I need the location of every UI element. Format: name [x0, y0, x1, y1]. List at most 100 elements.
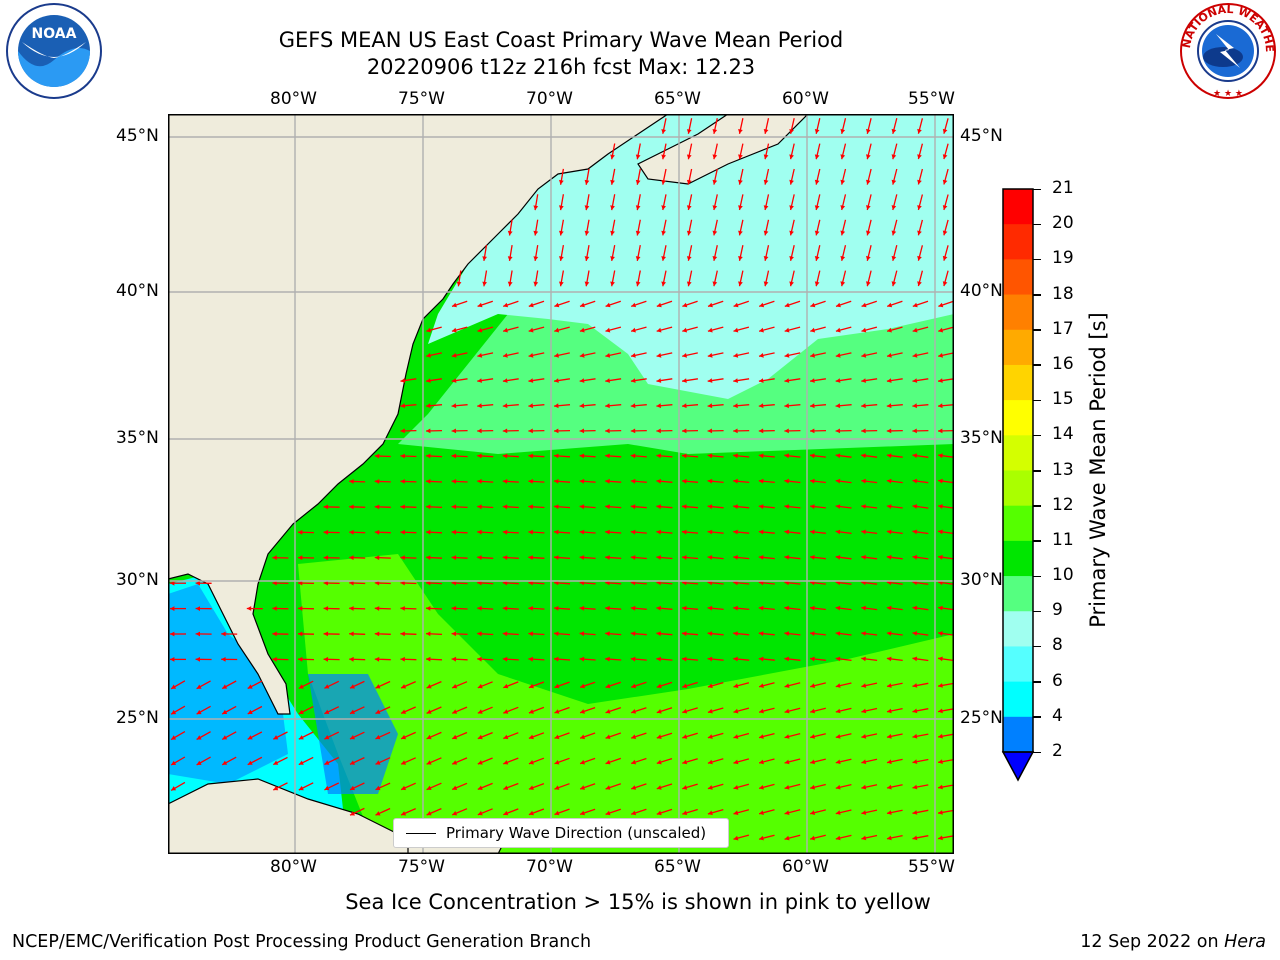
- wave-arrow-head: [502, 606, 508, 611]
- wave-arrow-head: [323, 529, 329, 535]
- wave-arrow-head: [758, 504, 764, 509]
- wave-arrow-head: [503, 785, 509, 790]
- wave-arrow-head: [886, 403, 892, 409]
- wave-arrow-head: [861, 631, 866, 636]
- wave-arrow-head: [503, 810, 509, 816]
- wave-arrow-head: [917, 154, 922, 160]
- wave-arrow-head: [707, 478, 713, 484]
- wave-arrow-head: [323, 606, 329, 611]
- wave-arrow-head: [840, 205, 846, 210]
- wave-arrow-head: [682, 327, 688, 333]
- colorbar-tick-label: 4: [1052, 705, 1063, 726]
- wave-arrow-head: [298, 684, 304, 689]
- wave-arrow-head: [196, 709, 202, 715]
- wave-arrow-head: [426, 785, 432, 790]
- wave-arrow-head: [912, 453, 918, 459]
- wave-arrow-head: [912, 759, 918, 764]
- wave-arrow-head: [584, 179, 590, 185]
- wave-arrow-head: [298, 555, 303, 561]
- wave-arrow-head: [759, 785, 764, 790]
- wave-arrow-head: [374, 580, 380, 586]
- wave-arrow-head: [887, 734, 892, 739]
- wave-arrow-head: [682, 504, 687, 510]
- wave-arrow-head: [533, 256, 539, 261]
- wave-arrow-head: [733, 835, 739, 841]
- wave-arrow-head: [656, 555, 661, 560]
- wave-arrow-head: [426, 684, 432, 689]
- wave-arrow-head: [171, 760, 177, 765]
- colorbar-segment: [1003, 224, 1033, 260]
- wave-arrow-head: [707, 656, 713, 662]
- wave-arrow-head: [861, 353, 867, 358]
- wave-arrow-head: [350, 760, 355, 765]
- wave-arrow-head: [528, 580, 533, 586]
- wave-arrow-head: [171, 735, 177, 740]
- wave-arrow-head: [656, 605, 661, 611]
- lon-label-top-55w: 55°W: [908, 89, 955, 109]
- wave-arrow-head: [912, 428, 917, 434]
- wave-arrow-head: [733, 656, 738, 662]
- us-east-coast-land: [168, 114, 670, 715]
- wave-arrow-head: [451, 378, 457, 383]
- wave-arrow-head: [835, 453, 841, 459]
- wave-arrow-head: [733, 555, 738, 560]
- wave-arrow-head: [477, 504, 482, 510]
- wave-arrow-head: [170, 631, 175, 637]
- sea-ice-note: Sea Ice Concentration > 15% is shown in …: [345, 890, 931, 914]
- wave-arrow-head: [682, 656, 687, 662]
- wave-arrow-head: [503, 683, 509, 689]
- wave-arrow-head: [866, 281, 871, 287]
- wave-arrow-head: [912, 378, 918, 383]
- wave-arrow-head: [810, 656, 815, 662]
- wave-arrow-head: [784, 504, 790, 509]
- wave-arrow-head: [866, 128, 871, 134]
- wave-arrow-head: [835, 403, 841, 409]
- wave-arrow-head: [579, 555, 585, 560]
- wave-arrow-head: [635, 256, 641, 261]
- wave-arrow-head: [528, 656, 533, 662]
- wave-arrow-head: [810, 631, 815, 636]
- wave-arrow-head: [656, 656, 661, 662]
- wave-arrow-head: [610, 205, 615, 211]
- wave-arrow-head: [887, 759, 892, 765]
- wave-arrow-head: [763, 129, 769, 134]
- colorbar-segment: [1003, 435, 1033, 471]
- wave-arrow-head: [784, 785, 790, 790]
- wave-arrow-head: [579, 353, 585, 358]
- wave-arrow-head: [502, 656, 508, 662]
- wave-arrow-head: [221, 631, 226, 637]
- colorbar-tick-label: 10: [1052, 565, 1074, 586]
- wave-arrow-head: [247, 709, 253, 714]
- wave-arrow-head: [400, 656, 405, 662]
- wave-arrow-head: [810, 708, 815, 714]
- wave-arrow-head: [835, 683, 841, 688]
- colorbar-extend-triangle: [1001, 751, 1035, 782]
- wave-arrow-head: [861, 428, 866, 434]
- wave-arrow-head: [682, 708, 688, 714]
- colorbar-tick-label: 2: [1052, 741, 1063, 761]
- wave-arrow-head: [298, 656, 303, 662]
- wave-arrow-head: [554, 378, 559, 383]
- wave-arrow-head: [170, 580, 175, 586]
- colorbar-tick-label: 11: [1052, 529, 1074, 550]
- wave-arrow-head: [502, 403, 508, 409]
- wave-arrow-head: [917, 281, 922, 287]
- wave-arrow-head: [661, 129, 666, 134]
- wave-arrow-head: [938, 302, 944, 308]
- colorbar-segment: [1003, 259, 1033, 296]
- colorbar-tick-mark: [1033, 223, 1041, 226]
- wave-arrow-head: [426, 656, 431, 662]
- wave-arrow-head: [912, 631, 918, 636]
- wave-arrow-head: [195, 657, 200, 662]
- wave-arrow-head: [887, 810, 892, 815]
- lat-label-right-40n: 40°N: [960, 281, 1003, 301]
- wave-arrow-head: [784, 555, 790, 560]
- wave-arrow-head: [758, 605, 764, 611]
- wave-arrow-head: [763, 230, 769, 236]
- wave-arrow-head: [886, 478, 892, 484]
- wave-arrow-head: [938, 428, 943, 434]
- wave-arrow-head: [477, 606, 482, 611]
- wave-arrow-head: [759, 810, 764, 815]
- wave-arrow-head: [656, 683, 662, 689]
- wave-arrow-head: [554, 504, 559, 510]
